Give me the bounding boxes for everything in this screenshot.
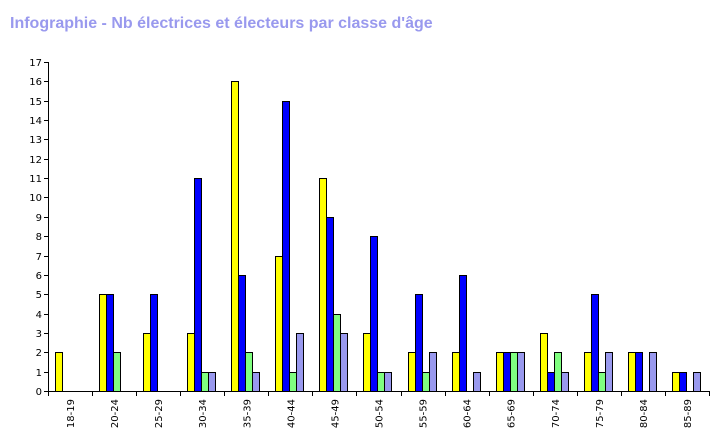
bar: [422, 372, 430, 392]
y-tick-label: 15: [29, 97, 42, 108]
bar: [496, 352, 504, 392]
x-tick-label: 65-69: [507, 399, 518, 428]
bar: [340, 333, 348, 392]
bar: [459, 275, 467, 392]
bar: [510, 352, 518, 392]
bar: [150, 294, 158, 392]
y-tick-label: 7: [36, 252, 42, 263]
x-tick-label: 20-24: [110, 399, 121, 428]
bar: [540, 333, 548, 392]
bar: [296, 333, 304, 392]
x-tick-label: 75-79: [595, 399, 606, 428]
x-tick-label: 85-89: [683, 399, 694, 428]
x-tick-label: 70-74: [551, 399, 562, 428]
bar: [452, 352, 460, 392]
y-tick-label: 3: [36, 329, 42, 340]
bar: [275, 256, 283, 392]
bar: [113, 352, 121, 392]
bar: [415, 294, 423, 392]
bar: [584, 352, 592, 392]
bar: [187, 333, 195, 392]
bar: [143, 333, 151, 392]
y-tick-label: 2: [36, 348, 42, 359]
y-tick-label: 17: [29, 58, 42, 69]
x-tick-label: 80-84: [639, 399, 650, 428]
bar: [408, 352, 416, 392]
x-tick-label: 30-34: [198, 399, 209, 428]
y-tick-label: 5: [36, 290, 42, 301]
bar: [429, 352, 437, 392]
x-tick-label: 25-29: [154, 399, 165, 428]
x-tick-label: 45-49: [330, 399, 341, 428]
chart-title: Infographie - Nb électrices et électeurs…: [10, 15, 433, 32]
bar: [554, 352, 562, 392]
bar: [598, 372, 606, 392]
bar: [245, 352, 253, 392]
bar: [289, 372, 297, 392]
y-tick-label: 8: [36, 232, 42, 243]
bar: [326, 217, 334, 392]
y-tick-label: 9: [36, 213, 42, 224]
bar: [252, 372, 260, 392]
y-tick-label: 14: [29, 116, 42, 127]
bar: [561, 372, 569, 392]
bar: [377, 372, 385, 392]
bar: [503, 352, 511, 392]
bar: [693, 372, 701, 392]
bar: [628, 352, 636, 392]
y-tick-label: 1: [36, 368, 42, 379]
y-tick-label: 16: [29, 77, 42, 88]
bar: [333, 314, 341, 392]
bar: [473, 372, 481, 392]
bar: [672, 372, 680, 392]
bar: [605, 352, 613, 392]
bar: [231, 81, 239, 392]
bar: [591, 294, 599, 392]
bar: [319, 178, 327, 392]
bar: [194, 178, 202, 392]
x-tick-label: 60-64: [463, 399, 474, 428]
bar: [363, 333, 371, 392]
bar: [208, 372, 216, 392]
y-tick-label: 12: [29, 155, 42, 166]
bar: [547, 372, 555, 392]
bar: [282, 101, 290, 392]
y-tick-label: 13: [29, 135, 42, 146]
bar: [370, 236, 378, 392]
bar: [635, 352, 643, 392]
bar: [99, 294, 107, 392]
x-tick-label: 35-39: [242, 399, 253, 428]
x-tick-label: 18-19: [66, 399, 77, 428]
y-tick-label: 0: [36, 387, 42, 398]
x-tick-label: 50-54: [375, 399, 386, 428]
bar: [238, 275, 246, 392]
bar: [649, 352, 657, 392]
bar: [679, 372, 687, 392]
y-tick-label: 6: [36, 271, 42, 282]
bar: [517, 352, 525, 392]
y-tick-label: 10: [29, 193, 42, 204]
x-tick-label: 40-44: [286, 399, 297, 428]
bar: [384, 372, 392, 392]
y-tick-label: 4: [36, 310, 42, 321]
bar: [201, 372, 209, 392]
y-tick-label: 11: [29, 174, 42, 185]
x-tick-label: 55-59: [419, 399, 430, 428]
bar: [106, 294, 114, 392]
bar: [55, 352, 63, 392]
